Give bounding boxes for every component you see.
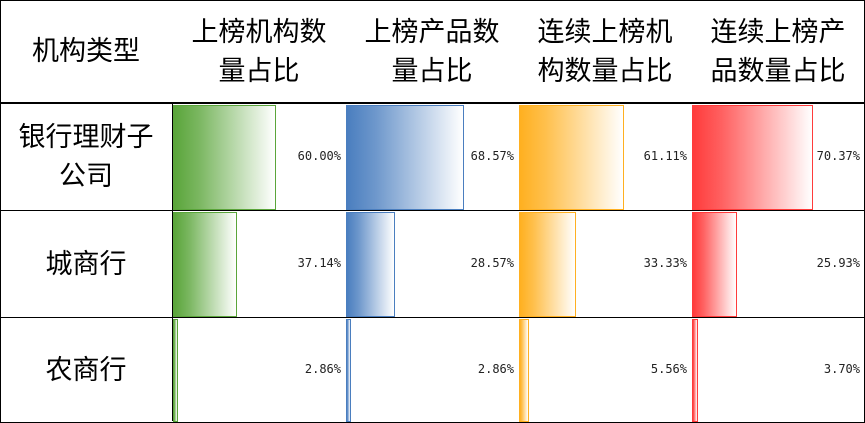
bar-bank-wealth-subsidiary-col2 (346, 105, 464, 210)
bar-city-commercial-bank-col1 (173, 212, 237, 317)
value-label-rural-commercial-bank-col1: 2.86% (304, 362, 341, 376)
bar-city-commercial-bank-col2 (346, 212, 395, 317)
column-header-1: 上榜机构数量占比 (191, 16, 327, 87)
value-label-rural-commercial-bank-col2: 2.86% (477, 362, 514, 376)
value-label-city-commercial-bank-col1: 37.14% (297, 256, 341, 270)
value-label-rural-commercial-bank-col4: 3.70% (823, 362, 860, 376)
value-label-bank-wealth-subsidiary-col3: 61.11% (643, 149, 687, 163)
value-label-bank-wealth-subsidiary-col4: 70.37% (816, 149, 860, 163)
bar-city-commercial-bank-col4 (692, 212, 737, 317)
value-label-rural-commercial-bank-col3: 5.56% (650, 362, 687, 376)
row-label-rural-commercial-bank: 农商行 (45, 354, 127, 386)
value-label-city-commercial-bank-col2: 28.57% (470, 256, 514, 270)
row-label-city-commercial-bank: 城商行 (45, 248, 127, 280)
header-divider (0, 102, 865, 104)
value-label-bank-wealth-subsidiary-col1: 60.00% (297, 149, 341, 163)
column-header-4: 连续上榜产品数量占比 (710, 16, 846, 87)
value-label-city-commercial-bank-col3: 33.33% (643, 256, 687, 270)
row-header-label: 机构类型 (32, 36, 140, 67)
bar-bank-wealth-subsidiary-col3 (519, 105, 624, 210)
bar-bank-wealth-subsidiary-col4 (692, 105, 813, 210)
bar-rural-commercial-bank-col3 (519, 319, 529, 422)
row-divider-2 (0, 317, 865, 318)
row-divider-1 (0, 210, 865, 211)
row-label-bank-wealth-subsidiary: 银行理财子公司 (18, 122, 154, 192)
column-divider (172, 103, 173, 421)
column-header-3: 连续上榜机构数量占比 (537, 16, 673, 87)
bar-rural-commercial-bank-col4 (692, 319, 698, 422)
bar-bank-wealth-subsidiary-col1 (173, 105, 276, 210)
bar-rural-commercial-bank-col2 (346, 319, 351, 422)
bar-city-commercial-bank-col3 (519, 212, 576, 317)
bar-rural-commercial-bank-col1 (173, 319, 178, 422)
value-label-city-commercial-bank-col4: 25.93% (816, 256, 860, 270)
column-header-2: 上榜产品数量占比 (364, 16, 500, 87)
value-label-bank-wealth-subsidiary-col2: 68.57% (470, 149, 514, 163)
